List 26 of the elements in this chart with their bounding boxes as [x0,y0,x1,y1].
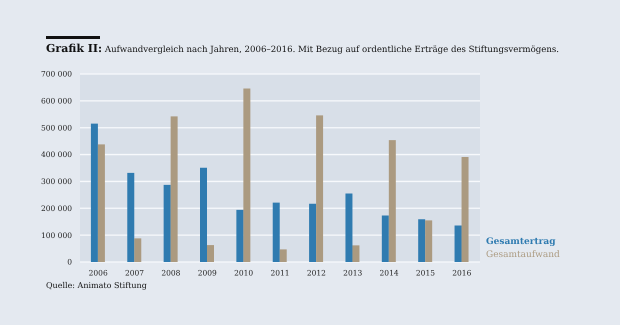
bar [462,156,469,262]
bar [170,116,178,262]
bar [243,88,250,262]
bar [127,172,134,262]
bar [425,220,432,262]
bar [98,144,105,262]
chart-title: Grafik II: Aufwandvergleich nach Jahren, 2006–2016. Mit Bezug auf ordentliche Erträge des Stiftungsvermögens. [46,42,560,55]
bar [272,202,280,262]
bar [316,115,324,262]
source-note: Quelle: Animato Stiftung [46,281,147,290]
bar [90,124,98,262]
bar [309,204,316,262]
bar [388,140,396,262]
bar [236,210,244,262]
bar [280,249,287,262]
bar [207,245,214,262]
bar [382,216,389,262]
bar [200,168,207,262]
bar [345,194,352,262]
bar [164,184,171,262]
bar [352,245,360,262]
bar [134,238,142,262]
bar [418,219,426,262]
series-label: Gesamtaufwand [486,249,560,262]
bar [454,225,462,262]
text: Gesamtertrag [486,236,556,249]
